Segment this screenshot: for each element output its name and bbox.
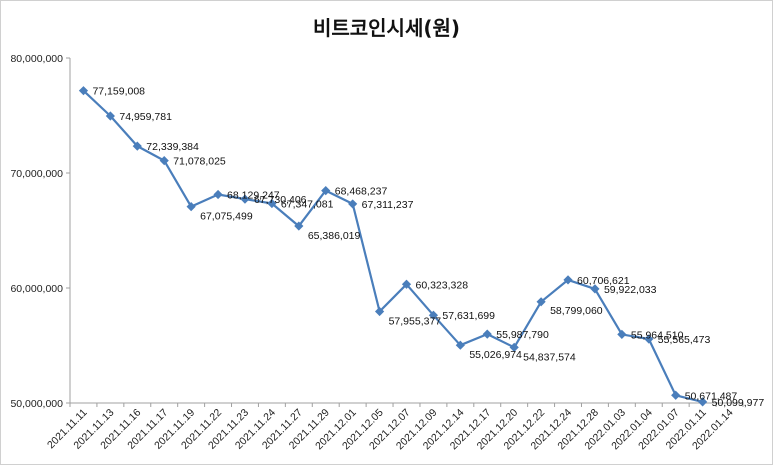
- data-point: [240, 194, 250, 204]
- data-point: [213, 189, 223, 200]
- data-label: 55,987,790: [496, 329, 549, 341]
- chart-title: 비트코인시세(원): [312, 16, 461, 40]
- data-label: 57,955,377: [389, 316, 442, 328]
- data-label: 68,129,247: [227, 190, 280, 202]
- data-label: 55,565,473: [658, 334, 711, 346]
- data-markers: [78, 86, 708, 407]
- data-point: [698, 397, 708, 407]
- data-labels: 77,159,008 74,959,781 72,339,384 71,078,025…: [92, 86, 764, 409]
- data-point: [186, 202, 196, 212]
- data-point: [590, 284, 600, 294]
- data-label: 68,468,237: [335, 186, 388, 198]
- data-label: 55,026,974: [469, 349, 522, 361]
- data-point: [428, 310, 439, 320]
- data-label: 60,323,328: [416, 279, 469, 291]
- data-point: [132, 141, 142, 151]
- data-label: 55,964,510: [631, 329, 684, 341]
- data-label: 65,386,019: [308, 230, 361, 242]
- data-point: [401, 279, 412, 289]
- data-label: 50,671,487: [685, 390, 738, 402]
- data-label: 67,311,237: [362, 199, 414, 211]
- y-tick-label: 60,000,000: [10, 283, 63, 295]
- data-label: 57,631,699: [442, 310, 495, 322]
- data-label: 54,837,574: [523, 351, 576, 363]
- data-label: 58,799,060: [550, 305, 603, 317]
- data-label: 59,922,033: [604, 284, 657, 296]
- data-point: [617, 329, 627, 340]
- data-point: [267, 198, 277, 209]
- data-point: [536, 297, 546, 307]
- data-label: 77,159,008: [92, 86, 145, 98]
- data-point: [159, 156, 169, 166]
- data-point: [321, 186, 331, 196]
- data-point: [348, 199, 358, 209]
- data-label: 67,075,499: [200, 211, 253, 223]
- data-label: 74,959,781: [119, 111, 172, 123]
- x-tick-labels: 2021.11.112021.11.132021.11.162021.11.17…: [45, 403, 744, 452]
- data-label: 67,347,081: [281, 199, 334, 211]
- data-point: [482, 329, 492, 339]
- data-point: [374, 306, 385, 317]
- data-label: 71,078,025: [173, 156, 226, 168]
- data-point: [78, 86, 89, 96]
- data-point: [455, 340, 465, 350]
- data-label: 50,099,977: [712, 397, 765, 409]
- y-tick-labels: 50,000,000 60,000,000 70,000,000 80,000,000: [10, 53, 70, 410]
- y-tick-label: 70,000,000: [10, 168, 63, 180]
- y-tick-label: 50,000,000: [10, 398, 63, 410]
- data-label: 67,730,406: [254, 194, 307, 206]
- data-point: [509, 342, 519, 352]
- data-point: [105, 111, 115, 121]
- data-label: 60,706,621: [577, 275, 630, 287]
- series-line: [82, 89, 703, 403]
- data-point: [294, 221, 304, 231]
- data-point: [563, 275, 573, 285]
- y-tick-label: 80,000,000: [10, 53, 63, 65]
- data-point: [671, 390, 681, 400]
- data-point: [644, 334, 654, 344]
- data-label: 72,339,384: [146, 141, 199, 153]
